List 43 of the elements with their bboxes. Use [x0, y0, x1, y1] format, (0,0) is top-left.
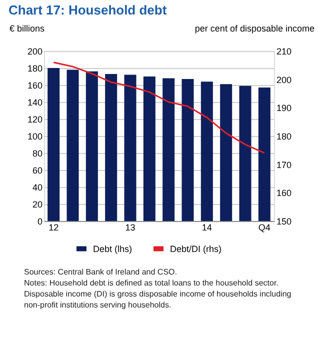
y2-tick-label: 150 — [276, 216, 292, 226]
x-tick-label: Q4 — [258, 222, 270, 232]
y2-tick-label: 190 — [276, 103, 292, 114]
x-tick-label: 12 — [48, 222, 59, 232]
text: Disposable income (DI) is gross disposable income of households including non-profit institutions serving households. — [24, 290, 292, 310]
y-tick-label: 20 — [32, 200, 42, 210]
y-tick-label: 140 — [27, 98, 42, 108]
bar — [124, 74, 136, 221]
bar — [162, 78, 175, 221]
bar — [258, 88, 270, 221]
y2-tick-label: 170 — [276, 160, 292, 170]
bar — [239, 86, 252, 221]
text: Notes: Household debt is defined as total loans to the household sector. — [24, 278, 278, 288]
y-tick-label: 200 — [27, 46, 42, 56]
bar — [105, 74, 118, 221]
y2-tick-label: 160 — [276, 188, 292, 198]
x-tick-label: 13 — [125, 222, 136, 232]
chart-title: Chart 17: Household debt — [8, 2, 168, 18]
line-series — [52, 62, 266, 154]
bar — [48, 68, 60, 221]
y-tick-label: 60 — [32, 166, 42, 176]
legend-label: Debt (lhs) — [93, 244, 132, 254]
y-tick-label: 100 — [27, 132, 42, 142]
x-tick-label: 14 — [202, 222, 212, 232]
y-tick-label: 160 — [27, 80, 42, 90]
y2-axis-title: per cent of disposable income — [194, 24, 314, 34]
legend-label: Debt/DI (rhs) — [170, 244, 222, 254]
y-axis-title: € billions — [10, 24, 46, 34]
source-note: Sources: Central Bank of Ireland and CSO. — [24, 268, 177, 276]
y-tick-label: 120 — [27, 114, 42, 124]
y-tick-label: 40 — [32, 182, 42, 192]
bar — [220, 84, 232, 221]
bar — [143, 76, 156, 221]
y2-tick-label: 200 — [276, 74, 292, 85]
y2-tick-label: 180 — [276, 132, 292, 142]
y-tick-label: 80 — [32, 148, 42, 158]
bar — [86, 71, 98, 221]
y2-tick-label: 210 — [276, 46, 292, 56]
bar — [66, 70, 79, 221]
y-tick-label: 180 — [27, 64, 42, 74]
bar — [182, 79, 194, 221]
y-tick-label: 0 — [37, 216, 42, 226]
bar — [200, 82, 213, 221]
